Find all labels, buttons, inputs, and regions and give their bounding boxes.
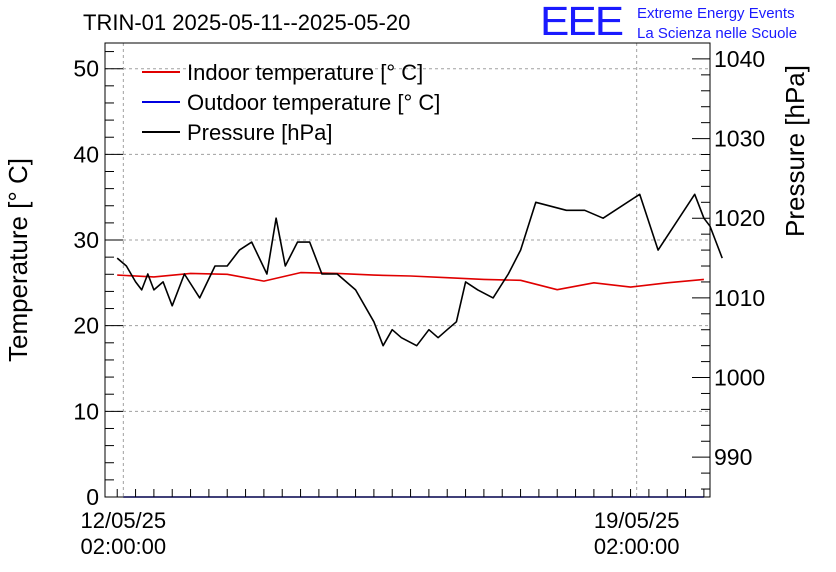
right-axis: 990 1000 1010 1020 1030 1040 (692, 42, 765, 490)
y-left-tick-label: 30 (73, 227, 99, 253)
series-line-indoor (117, 271, 704, 291)
eee-logo-letters: EEE (540, 0, 624, 45)
y-right-tick-label: 1040 (714, 46, 765, 72)
y-right-tick-label: 1010 (714, 285, 765, 311)
eee-logo: EEE Extreme Energy Events La Scienza nel… (540, 2, 836, 46)
series-line-pressure (116, 193, 723, 347)
y-right-tick-label: 1030 (714, 126, 765, 152)
y-right-tick-label: 1020 (714, 205, 765, 231)
y-right-tick-label: 990 (714, 444, 752, 470)
y-axis-label-right: Pressure [hPa] (780, 65, 810, 237)
legend-label: Indoor temperature [° C] (187, 60, 423, 85)
legend: Indoor temperature [° C] Outdoor temperat… (142, 60, 440, 145)
legend-label: Outdoor temperature [° C] (187, 90, 440, 115)
x-tick-label-date: 12/05/25 (81, 508, 167, 533)
left-axis: 0 10 20 30 40 50 (73, 51, 123, 510)
eee-logo-line1: Extreme Energy Events (637, 5, 795, 22)
x-tick-label-time: 02:00:00 (81, 534, 167, 559)
legend-label: Pressure [hPa] (187, 120, 333, 145)
x-tick-label-date: 19/05/25 (594, 508, 680, 533)
grid-lines (105, 43, 710, 497)
y-left-tick-label: 0 (86, 484, 99, 510)
plot-frame (104, 42, 711, 498)
eee-logo-line2: La Scienza nelle Scuole (637, 25, 798, 42)
y-left-tick-label: 40 (73, 141, 99, 167)
x-tick-label-time: 02:00:00 (594, 534, 680, 559)
y-left-tick-label: 50 (73, 56, 99, 82)
y-left-tick-label: 10 (73, 398, 99, 424)
y-right-tick-label: 1000 (714, 365, 765, 391)
y-axis-label-left: Temperature [° C] (3, 158, 33, 362)
chart-title: TRIN-01 2025-05-11--2025-05-20 (83, 10, 411, 35)
y-left-tick-label: 20 (73, 313, 99, 339)
